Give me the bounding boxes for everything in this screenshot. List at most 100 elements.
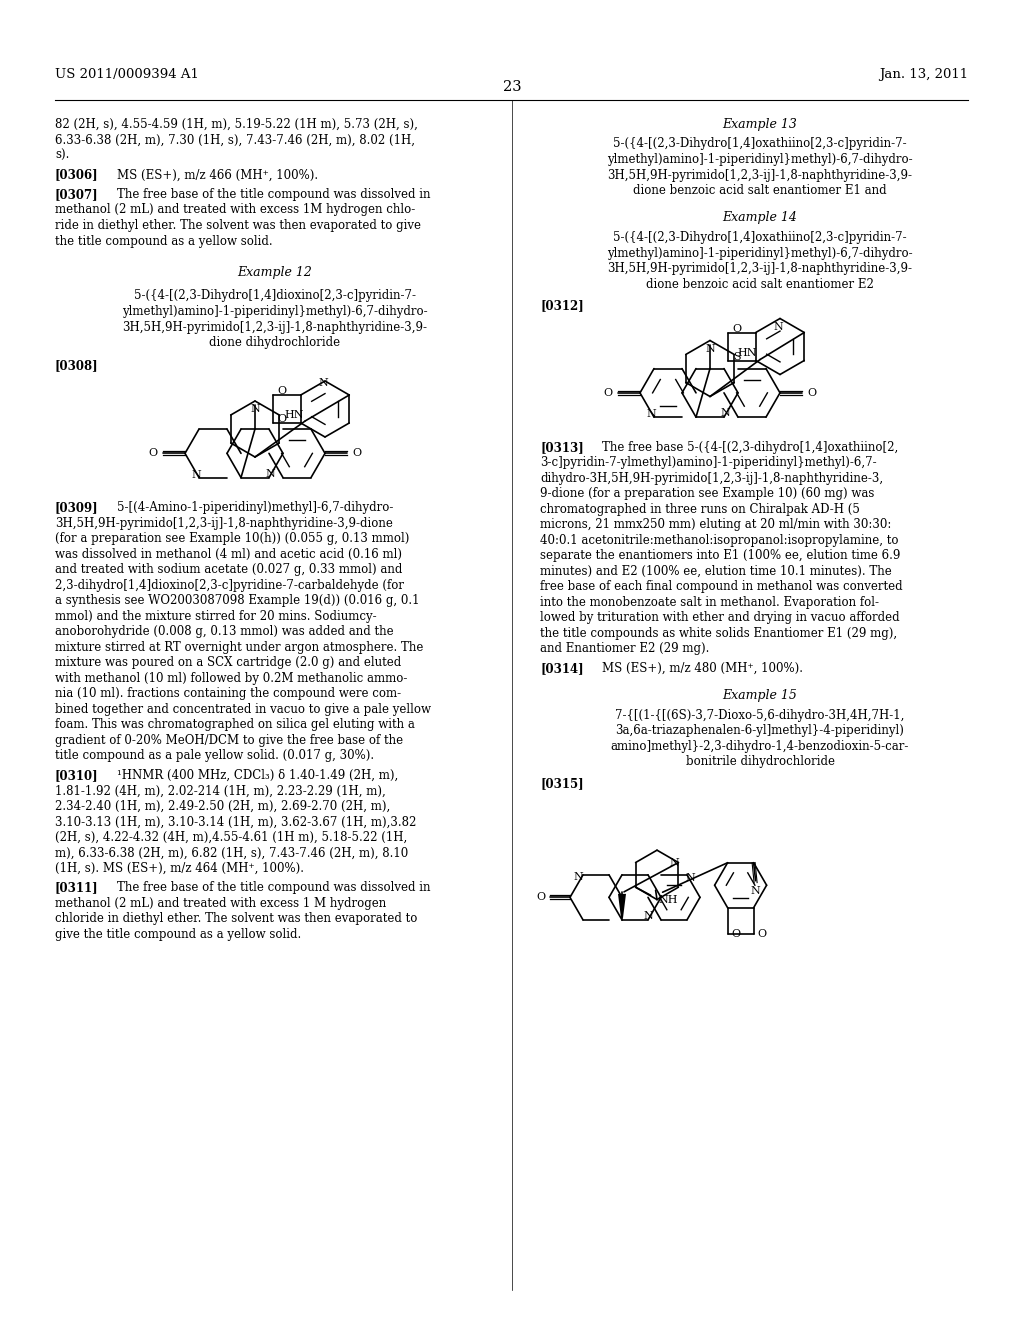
Text: MS (ES+), m/z 480 (MH⁺, 100%).: MS (ES+), m/z 480 (MH⁺, 100%).	[602, 661, 803, 675]
Text: MS (ES+), m/z 466 (MH⁺, 100%).: MS (ES+), m/z 466 (MH⁺, 100%).	[117, 169, 318, 181]
Text: O: O	[733, 323, 741, 334]
Text: title compound as a pale yellow solid. (0.017 g, 30%).: title compound as a pale yellow solid. (…	[55, 750, 374, 763]
Text: The free base of the title compound was dissolved in: The free base of the title compound was …	[117, 882, 430, 895]
Text: was dissolved in methanol (4 ml) and acetic acid (0.16 ml): was dissolved in methanol (4 ml) and ace…	[55, 548, 402, 561]
Text: N: N	[646, 409, 656, 420]
Text: ylmethyl)amino]-1-piperidinyl}methyl)-6,7-dihydro-: ylmethyl)amino]-1-piperidinyl}methyl)-6,…	[607, 153, 912, 166]
Text: [0308]: [0308]	[55, 359, 98, 372]
Text: N: N	[773, 322, 783, 331]
Text: 40:0.1 acetonitrile:methanol:isopropanol:isopropylamine, to: 40:0.1 acetonitrile:methanol:isopropanol…	[540, 533, 898, 546]
Text: 9-dione (for a preparation see Example 10) (60 mg) was: 9-dione (for a preparation see Example 1…	[540, 487, 874, 500]
Text: Example 13: Example 13	[723, 117, 798, 131]
Text: N: N	[191, 470, 201, 479]
Text: NH: NH	[658, 895, 678, 906]
Text: [0310]: [0310]	[55, 768, 98, 781]
Text: free base of each final compound in methanol was converted: free base of each final compound in meth…	[540, 581, 902, 594]
Text: s).: s).	[55, 149, 70, 162]
Text: [0314]: [0314]	[540, 661, 584, 675]
Text: minutes) and E2 (100% ee, elution time 10.1 minutes). The: minutes) and E2 (100% ee, elution time 1…	[540, 565, 892, 578]
Text: 3H,5H,9H-pyrimido[1,2,3-ij]-1,8-naphthyridine-3,9-dione: 3H,5H,9H-pyrimido[1,2,3-ij]-1,8-naphthyr…	[55, 517, 393, 529]
Text: methanol (2 mL) and treated with excess 1M hydrogen chlo-: methanol (2 mL) and treated with excess …	[55, 203, 416, 216]
Text: 2.34-2.40 (1H, m), 2.49-2.50 (2H, m), 2.69-2.70 (2H, m),: 2.34-2.40 (1H, m), 2.49-2.50 (2H, m), 2.…	[55, 800, 390, 813]
Text: N: N	[643, 911, 653, 921]
Text: Example 15: Example 15	[723, 689, 798, 702]
Text: [0311]: [0311]	[55, 882, 98, 895]
Text: ylmethyl)amino]-1-piperidinyl}methyl)-6,7-dihydro-: ylmethyl)amino]-1-piperidinyl}methyl)-6,…	[122, 305, 428, 318]
Text: 5-[(4-Amino-1-piperidinyl)methyl]-6,7-dihydro-: 5-[(4-Amino-1-piperidinyl)methyl]-6,7-di…	[117, 502, 393, 515]
Text: [0306]: [0306]	[55, 169, 98, 181]
Text: 3H,5H,9H-pyrimido[1,2,3-ij]-1,8-naphthyridine-3,9-: 3H,5H,9H-pyrimido[1,2,3-ij]-1,8-naphthyr…	[123, 321, 427, 334]
Text: with methanol (10 ml) followed by 0.2M methanolic ammo-: with methanol (10 ml) followed by 0.2M m…	[55, 672, 408, 685]
Text: S: S	[733, 351, 740, 362]
Text: O: O	[537, 892, 546, 903]
Text: methanol (2 mL) and treated with excess 1 M hydrogen: methanol (2 mL) and treated with excess …	[55, 896, 386, 909]
Text: chromatographed in three runs on Chiralpak AD-H (5: chromatographed in three runs on Chiralp…	[540, 503, 860, 516]
Text: O: O	[148, 449, 158, 458]
Text: N: N	[265, 469, 274, 479]
Text: anoborohydride (0.008 g, 0.13 mmol) was added and the: anoborohydride (0.008 g, 0.13 mmol) was …	[55, 626, 393, 639]
Text: O: O	[731, 929, 740, 939]
Text: Jan. 13, 2011: Jan. 13, 2011	[879, 69, 968, 81]
Text: 1.81-1.92 (4H, m), 2.02-214 (1H, m), 2.23-2.29 (1H, m),: 1.81-1.92 (4H, m), 2.02-214 (1H, m), 2.2…	[55, 784, 386, 797]
Text: 23: 23	[503, 81, 521, 94]
Text: 5-({4-[(2,3-Dihydro[1,4]dioxino[2,3-c]pyridin-7-: 5-({4-[(2,3-Dihydro[1,4]dioxino[2,3-c]py…	[134, 289, 416, 302]
Text: 5-({4-[(2,3-Dihydro[1,4]oxathiino[2,3-c]pyridin-7-: 5-({4-[(2,3-Dihydro[1,4]oxathiino[2,3-c]…	[613, 137, 907, 150]
Text: O: O	[603, 388, 612, 397]
Text: [0315]: [0315]	[540, 777, 584, 789]
Text: Example 14: Example 14	[723, 211, 798, 224]
Text: 3H,5H,9H-pyrimido[1,2,3-ij]-1,8-naphthyridine-3,9-: 3H,5H,9H-pyrimido[1,2,3-ij]-1,8-naphthyr…	[607, 169, 912, 181]
Text: mixture stirred at RT overnight under argon atmosphere. The: mixture stirred at RT overnight under ar…	[55, 642, 423, 653]
Text: N: N	[751, 886, 761, 896]
Text: The free base 5-({4-[(2,3-dihydro[1,4]oxathiino[2,: The free base 5-({4-[(2,3-dihydro[1,4]ox…	[602, 441, 898, 454]
Text: dione benzoic acid salt enantiomer E2: dione benzoic acid salt enantiomer E2	[646, 277, 873, 290]
Text: microns, 21 mmx250 mm) eluting at 20 ml/min with 30:30:: microns, 21 mmx250 mm) eluting at 20 ml/…	[540, 519, 891, 532]
Text: gradient of 0-20% MeOH/DCM to give the free base of the: gradient of 0-20% MeOH/DCM to give the f…	[55, 734, 403, 747]
Text: (for a preparation see Example 10(h)) (0.055 g, 0.13 mmol): (for a preparation see Example 10(h)) (0…	[55, 532, 410, 545]
Text: ylmethyl)amino]-1-piperidinyl}methyl)-6,7-dihydro-: ylmethyl)amino]-1-piperidinyl}methyl)-6,…	[607, 247, 912, 260]
Text: ride in diethyl ether. The solvent was then evaporated to give: ride in diethyl ether. The solvent was t…	[55, 219, 421, 232]
Text: N: N	[720, 408, 730, 418]
Text: dione dihydrochloride: dione dihydrochloride	[210, 337, 341, 348]
Text: 3H,5H,9H-pyrimido[1,2,3-ij]-1,8-naphthyridine-3,9-: 3H,5H,9H-pyrimido[1,2,3-ij]-1,8-naphthyr…	[607, 261, 912, 275]
Text: O: O	[808, 388, 816, 397]
Text: bonitrile dihydrochloride: bonitrile dihydrochloride	[685, 755, 835, 768]
Text: the title compounds as white solids Enantiomer E1 (29 mg),: the title compounds as white solids Enan…	[540, 627, 897, 640]
Text: nia (10 ml). fractions containing the compound were com-: nia (10 ml). fractions containing the co…	[55, 688, 401, 701]
Text: dihydro-3H,5H,9H-pyrimido[1,2,3-ij]-1,8-naphthyridine-3,: dihydro-3H,5H,9H-pyrimido[1,2,3-ij]-1,8-…	[540, 471, 883, 484]
Text: and treated with sodium acetate (0.027 g, 0.33 mmol) and: and treated with sodium acetate (0.027 g…	[55, 564, 402, 577]
Text: [0313]: [0313]	[540, 441, 584, 454]
Text: amino]methyl}-2,3-dihydro-1,4-benzodioxin-5-car-: amino]methyl}-2,3-dihydro-1,4-benzodioxi…	[610, 739, 909, 752]
Text: N: N	[318, 378, 328, 388]
Text: the title compound as a yellow solid.: the title compound as a yellow solid.	[55, 235, 272, 248]
Text: US 2011/0009394 A1: US 2011/0009394 A1	[55, 69, 199, 81]
Text: HN: HN	[284, 411, 304, 420]
Text: N: N	[685, 873, 695, 883]
Text: 82 (2H, s), 4.55-4.59 (1H, m), 5.19-5.22 (1H m), 5.73 (2H, s),: 82 (2H, s), 4.55-4.59 (1H, m), 5.19-5.22…	[55, 117, 418, 131]
Text: 5-({4-[(2,3-Dihydro[1,4]oxathiino[2,3-c]pyridin-7-: 5-({4-[(2,3-Dihydro[1,4]oxathiino[2,3-c]…	[613, 231, 907, 244]
Text: foam. This was chromatographed on silica gel eluting with a: foam. This was chromatographed on silica…	[55, 718, 415, 731]
Text: and Enantiomer E2 (29 mg).: and Enantiomer E2 (29 mg).	[540, 643, 710, 655]
Text: [0307]: [0307]	[55, 187, 98, 201]
Text: [0309]: [0309]	[55, 502, 98, 515]
Text: O: O	[278, 414, 287, 424]
Text: O: O	[278, 385, 287, 396]
Text: O: O	[758, 929, 767, 939]
Text: separate the enantiomers into E1 (100% ee, elution time 6.9: separate the enantiomers into E1 (100% e…	[540, 549, 900, 562]
Text: into the monobenzoate salt in methanol. Evaporation fol-: into the monobenzoate salt in methanol. …	[540, 595, 879, 609]
Text: N: N	[573, 871, 583, 882]
Text: ¹HNMR (400 MHz, CDCl₃) δ 1.40-1.49 (2H, m),: ¹HNMR (400 MHz, CDCl₃) δ 1.40-1.49 (2H, …	[117, 768, 398, 781]
Text: HN: HN	[737, 348, 757, 359]
Text: N: N	[706, 343, 715, 354]
Text: (2H, s), 4.22-4.32 (4H, m),4.55-4.61 (1H m), 5.18-5.22 (1H,: (2H, s), 4.22-4.32 (4H, m),4.55-4.61 (1H…	[55, 830, 408, 843]
Text: chloride in diethyl ether. The solvent was then evaporated to: chloride in diethyl ether. The solvent w…	[55, 912, 418, 925]
Text: 2,3-dihydro[1,4]dioxino[2,3-c]pyridine-7-carbaldehyde (for: 2,3-dihydro[1,4]dioxino[2,3-c]pyridine-7…	[55, 579, 404, 591]
Text: 3-c]pyridin-7-ylmethyl)amino]-1-piperidinyl}methyl)-6,7-: 3-c]pyridin-7-ylmethyl)amino]-1-piperidi…	[540, 457, 877, 470]
Text: m), 6.33-6.38 (2H, m), 6.82 (1H, s), 7.43-7.46 (2H, m), 8.10: m), 6.33-6.38 (2H, m), 6.82 (1H, s), 7.4…	[55, 846, 409, 859]
Polygon shape	[618, 894, 626, 917]
Text: 3.10-3.13 (1H, m), 3.10-3.14 (1H, m), 3.62-3.67 (1H, m),3.82: 3.10-3.13 (1H, m), 3.10-3.14 (1H, m), 3.…	[55, 816, 417, 829]
Text: N: N	[250, 404, 260, 414]
Text: (1H, s). MS (ES+), m/z 464 (MH⁺, 100%).: (1H, s). MS (ES+), m/z 464 (MH⁺, 100%).	[55, 862, 304, 875]
Text: mmol) and the mixture stirred for 20 mins. Sodiumcy-: mmol) and the mixture stirred for 20 min…	[55, 610, 377, 623]
Text: a synthesis see WO2003087098 Example 19(d)) (0.016 g, 0.1: a synthesis see WO2003087098 Example 19(…	[55, 594, 420, 607]
Text: [0312]: [0312]	[540, 300, 584, 312]
